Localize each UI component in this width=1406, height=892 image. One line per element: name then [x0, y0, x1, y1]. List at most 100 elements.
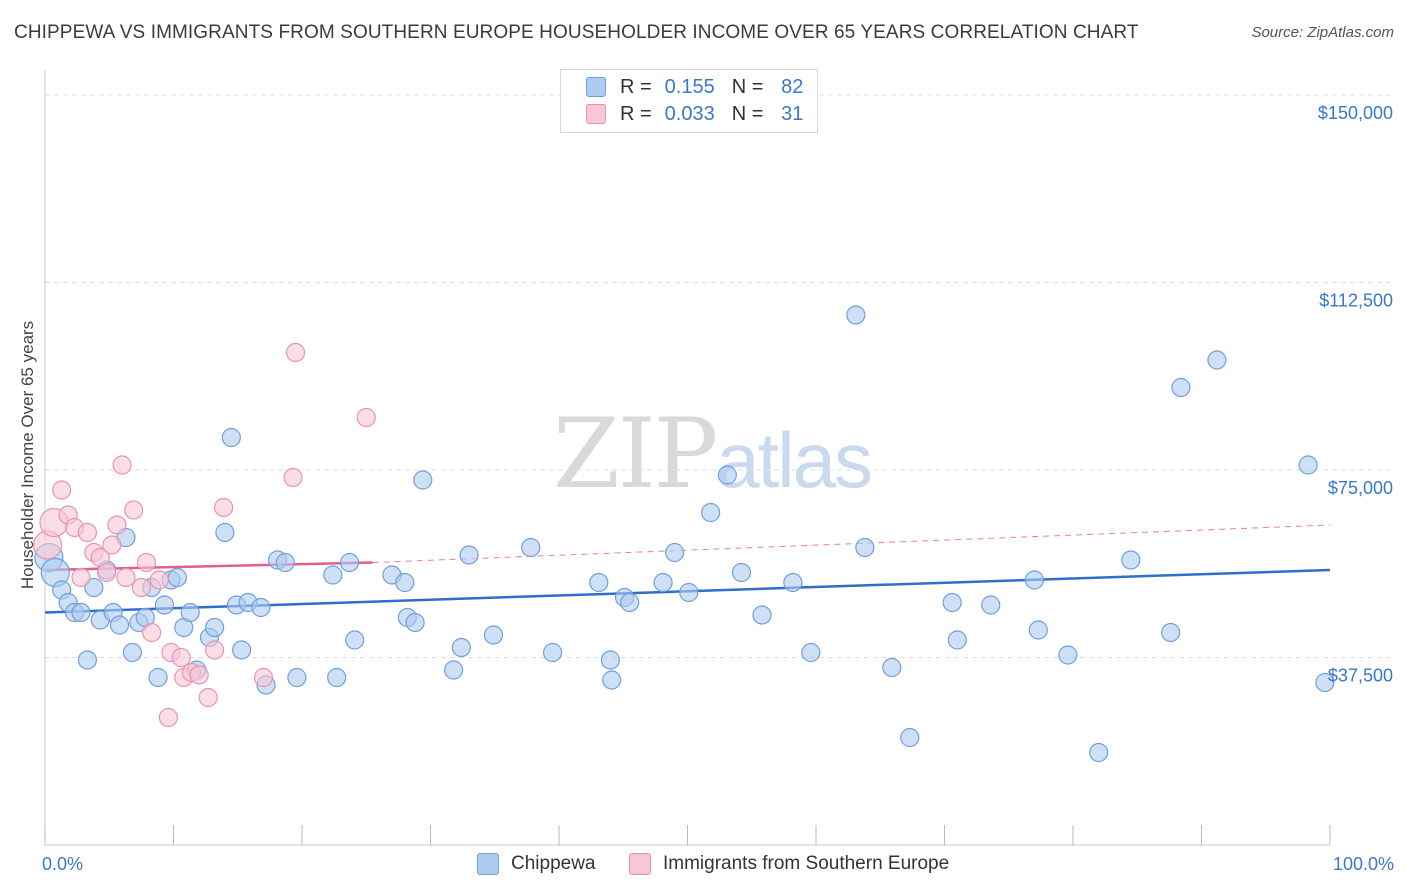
chippewa-point [1298, 455, 1318, 475]
chippewa-point [1028, 620, 1048, 640]
chippewa-point [395, 572, 415, 593]
watermark: ZIPatlas [553, 398, 873, 510]
immigrants-point [158, 707, 178, 728]
immigrants-point [77, 522, 98, 543]
chippewa-swatch [477, 853, 499, 875]
axis-layer [44, 70, 1331, 846]
chippewa-point [451, 637, 471, 658]
chippewa-point [444, 660, 464, 680]
watermark-atlas: atlas [716, 416, 873, 504]
x-tick-label: 0.0% [42, 854, 83, 874]
chippewa-point [413, 470, 433, 490]
y-tick-label: $75,000 [1328, 478, 1393, 498]
chippewa-point [521, 537, 541, 558]
legend-label-immigrants: Immigrants from Southern Europe [663, 853, 950, 874]
y-axis-label: Householder Income Over 65 years [18, 321, 37, 589]
legend-label-chippewa: Chippewa [511, 853, 596, 874]
legend-row-chippewa: R = 0.155 N = 82 [586, 75, 803, 99]
y-tick-label: $112,500 [1319, 291, 1393, 311]
legend-r-label: R = [620, 102, 652, 125]
chippewa-point [602, 670, 622, 690]
chippewa-point [665, 542, 685, 563]
chippewa-point [1089, 742, 1109, 763]
immigrants-point [102, 535, 122, 555]
chippewa-point [589, 572, 609, 593]
immigrants-point [356, 407, 376, 428]
immigrants-point [124, 500, 144, 520]
legend-item-chippewa: Chippewa [477, 852, 596, 876]
immigrants-swatch [586, 104, 606, 124]
immigrants-point [131, 577, 151, 598]
chippewa-point [483, 625, 504, 645]
chippewa-point [327, 667, 347, 688]
chippewa-point [1171, 377, 1191, 398]
chippewa-swatch [586, 77, 606, 97]
chippewa-point [122, 642, 142, 663]
legend-n-value: 31 [781, 102, 804, 125]
legend-r-value: 0.033 [664, 102, 715, 125]
chippewa-point [405, 612, 425, 633]
chippewa-point [981, 595, 1001, 615]
chippewa-point [653, 572, 673, 593]
chippewa-point [846, 305, 866, 325]
chippewa-point [180, 602, 200, 623]
immigrants-point [283, 467, 303, 488]
legend-n-label: N = [731, 75, 764, 98]
chippewa-point [701, 502, 721, 523]
chippewa-point [84, 577, 104, 598]
chippewa-point [251, 597, 271, 618]
chippewa-point [323, 565, 343, 585]
chippewa-point [783, 572, 803, 593]
immigrants-swatch [629, 853, 651, 875]
immigrants-point [116, 567, 136, 588]
immigrants-point [52, 480, 72, 500]
grid-layer [45, 94, 1395, 658]
x-tick-label: 100.0% [1333, 854, 1394, 874]
chippewa-point [154, 595, 175, 615]
immigrants-point [71, 567, 91, 588]
chippewa-point [109, 615, 130, 635]
chippewa-point [148, 667, 168, 688]
legend-n-label: N = [731, 102, 764, 125]
chippewa-point [801, 642, 821, 663]
chippewa-point [679, 582, 699, 603]
chart-title: CHIPPEWA VS IMMIGRANTS FROM SOUTHERN EUR… [14, 22, 1139, 43]
chippewa-point [459, 545, 479, 565]
chippewa-point [71, 602, 91, 623]
legend-r-label: R = [620, 75, 652, 98]
point-layer [32, 305, 1335, 763]
chippewa-point [717, 465, 737, 485]
chippewa-point [1058, 645, 1078, 665]
immigrants-point [214, 497, 234, 518]
legend-n-value: 82 [781, 75, 804, 98]
chippewa-point [205, 617, 225, 638]
chippewa-point [1121, 550, 1141, 570]
chippewa-point [947, 630, 967, 650]
immigrants-point [171, 647, 191, 668]
chippewa-point [1315, 672, 1335, 693]
chippewa-point [275, 552, 295, 573]
correlation-legend: R = 0.155 N = 82 R = 0.033 N = 31 [560, 69, 818, 133]
label-layer: $37,500 $75,000 $112,500 $150,000 0.0% 100.0%… [18, 103, 1394, 874]
immigrants-point [198, 687, 218, 708]
legend-row-immigrants: R = 0.033 N = 31 [586, 102, 803, 126]
legend-item-immigrants: Immigrants from Southern Europe [629, 852, 949, 876]
immigrants-point [112, 455, 132, 475]
chippewa-point [215, 522, 235, 543]
immigrants-point [142, 622, 162, 643]
chippewa-point [77, 650, 98, 670]
chippewa-point [882, 657, 902, 678]
immigrants-point [253, 667, 274, 688]
chippewa-point [942, 592, 962, 613]
y-tick-label: $150,000 [1318, 103, 1393, 123]
immigrants-point [136, 552, 157, 573]
chippewa-point [1207, 350, 1227, 370]
chippewa-point [731, 562, 752, 583]
chippewa-point [1024, 570, 1045, 590]
chippewa-point [345, 630, 365, 650]
chippewa-point [855, 537, 875, 558]
legend-r-value: 0.155 [664, 75, 715, 98]
immigrants-point [107, 515, 127, 535]
chippewa-point [167, 567, 187, 588]
